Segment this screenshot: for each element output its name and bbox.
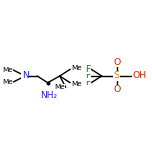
Text: Me: Me <box>71 81 82 86</box>
Text: F: F <box>85 65 91 74</box>
Text: O: O <box>113 58 120 67</box>
Text: NH₂: NH₂ <box>40 91 57 100</box>
Text: Me: Me <box>2 79 13 85</box>
Text: OH: OH <box>132 71 146 81</box>
Text: O: O <box>113 85 120 94</box>
Text: Me: Me <box>71 66 82 71</box>
Text: Me: Me <box>2 67 13 73</box>
Text: Me: Me <box>54 84 64 90</box>
Text: F: F <box>85 78 91 87</box>
Text: N: N <box>22 71 29 81</box>
Text: F: F <box>85 71 91 81</box>
Text: S: S <box>114 71 120 81</box>
